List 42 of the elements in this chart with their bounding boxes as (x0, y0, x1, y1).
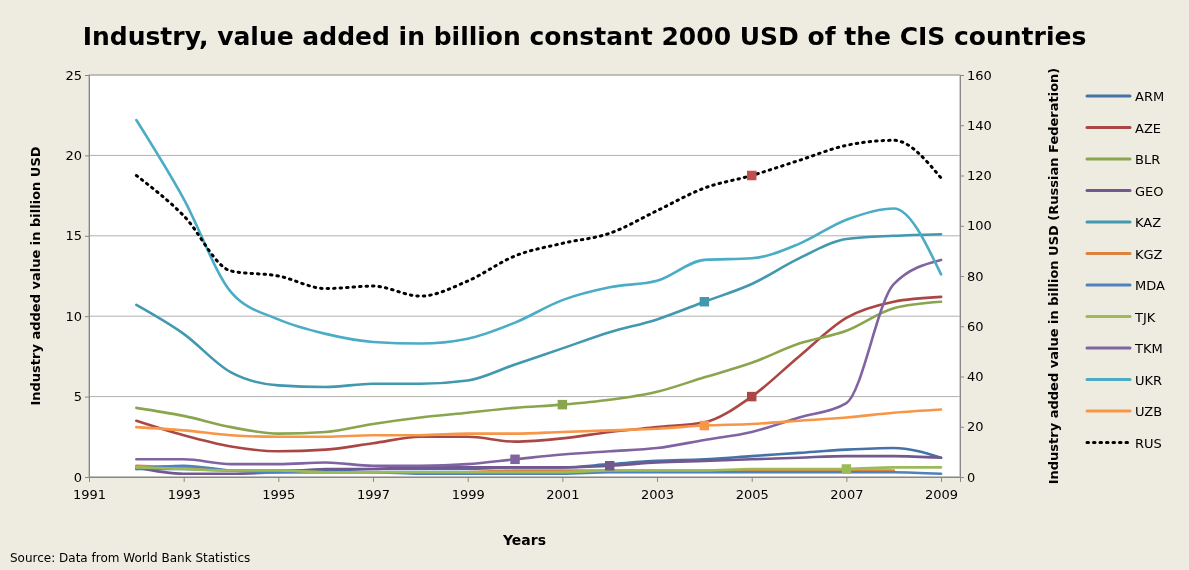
y2-tick-label: 120 (967, 168, 992, 184)
x-tick-label: 1997 (356, 487, 391, 503)
x-tick-label: 2009 (925, 487, 959, 503)
legend-label: MDA (1135, 278, 1165, 293)
legend-label: TKM (1134, 341, 1163, 356)
legend-label: KGZ (1135, 246, 1163, 262)
y2-tick-label: 60 (967, 318, 984, 334)
y2-tick-label: 0 (967, 469, 976, 485)
x-tick-label: 1995 (262, 487, 296, 503)
y-axis-title: Industry added value in billion USD (28, 146, 43, 406)
y-tick-label: 5 (73, 389, 82, 405)
y2-tick-label: 20 (967, 419, 984, 435)
x-tick-label: 2003 (641, 487, 675, 503)
y2-axis-title: Industry added value in billion USD (Russian Federation) (1046, 67, 1061, 485)
y2-tick-label: 80 (967, 268, 984, 284)
legend-label: TJK (1134, 309, 1156, 325)
chart-title: Industry, value added in billion constant 2000 USD of the CIS countries (82, 22, 1087, 51)
y2-tick-label: 100 (967, 218, 992, 234)
legend-label: KAZ (1135, 215, 1162, 230)
legend-label: GEO (1135, 183, 1164, 199)
source-note: Source: Data from World Bank Statistics (10, 551, 251, 565)
legend-label: UKR (1135, 372, 1163, 388)
y-tick-label: 25 (65, 67, 82, 83)
x-tick-label: 2007 (830, 487, 864, 503)
legend-label: BLR (1135, 152, 1161, 167)
legend-label: RUS (1135, 435, 1162, 451)
legend-label: UZB (1135, 404, 1163, 419)
x-axis-title: Years (501, 532, 547, 548)
x-tick-label: 1991 (72, 487, 107, 503)
y-tick-label: 0 (73, 469, 82, 485)
y-tick-label: 20 (65, 148, 82, 164)
x-tick-label: 2005 (735, 487, 769, 503)
y2-tick-label: 160 (967, 67, 992, 83)
y2-tick-label: 140 (967, 117, 992, 133)
x-tick-label: 2001 (546, 487, 580, 503)
legend-label: ARM (1135, 89, 1165, 104)
x-tick-label: 1999 (451, 487, 485, 503)
legend-label: AZE (1135, 120, 1162, 136)
y2-tick-label: 40 (967, 369, 984, 385)
y-tick-label: 10 (65, 308, 82, 324)
x-tick-label: 1993 (167, 487, 201, 503)
y-tick-label: 15 (65, 228, 82, 244)
